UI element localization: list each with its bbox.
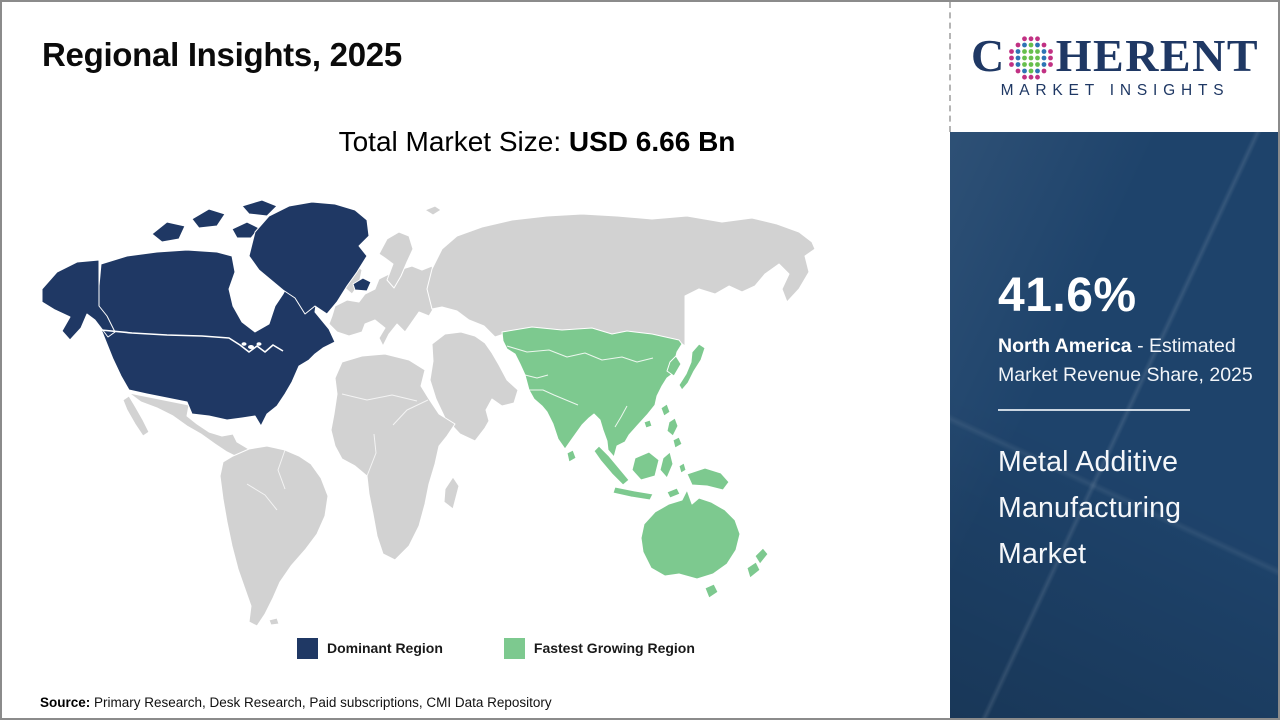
country-philippines-north [666, 417, 679, 437]
islands-moluccas [678, 462, 687, 474]
dominant-region-swatch [297, 638, 318, 659]
region-north-america [41, 199, 372, 427]
logo-letters-herent: HERENT [1055, 29, 1259, 81]
great-lakes [241, 342, 262, 349]
island-sumatra [593, 445, 630, 486]
dominant-region-label: Dominant Region [327, 640, 443, 656]
island-timor [666, 487, 681, 499]
stat-region-name: North America [998, 335, 1132, 357]
brand-logo: C HERENT MARKET INSIGHTS [950, 2, 1278, 130]
region-europe [328, 265, 436, 347]
island-hainan [643, 419, 653, 429]
stat-region-desc: - Estimated Market Revenue Share, 2025 [998, 335, 1253, 386]
legend-item-dominant: Dominant Region [297, 638, 443, 659]
country-taiwan [660, 403, 671, 417]
islands-svalbard [424, 205, 442, 216]
brand-tagline: MARKET INSIGHTS [1000, 81, 1230, 99]
island-sulawesi [659, 451, 674, 479]
logo-letter-c: C [971, 29, 1006, 81]
border-us-canada [100, 329, 284, 353]
arctic-island-4 [241, 199, 278, 217]
region-scandinavia [378, 231, 414, 289]
header-dashed-separator [949, 2, 951, 132]
dotted-globe-icon [1008, 35, 1053, 80]
fastest-growing-region-swatch [503, 638, 525, 659]
country-iceland [352, 277, 372, 292]
source-text: Primary Research, Desk Research, Paid su… [90, 695, 552, 710]
highlight-sidebar: 41.6% North America - Estimated Market R… [950, 132, 1278, 718]
sidebar-divider [998, 409, 1190, 411]
page-title: Regional Insights, 2025 [42, 36, 402, 73]
country-new-zealand-south [746, 561, 761, 579]
total-market-size-label: Total Market Size: [338, 126, 569, 157]
country-borders [100, 329, 654, 511]
island-tasmania [704, 583, 719, 599]
arctic-island-1 [151, 221, 186, 243]
state-alaska [41, 259, 116, 341]
market-name: Metal Additive Manufacturing Market [998, 446, 1182, 570]
region-middle-east [429, 331, 519, 442]
country-baja [122, 395, 150, 437]
islands-falkland [268, 617, 280, 626]
country-greenland [248, 201, 370, 315]
total-market-size: Total Market Size: USD 6.66 Bn [124, 126, 950, 158]
borders-asia [506, 345, 654, 428]
world-map [37, 194, 817, 627]
country-japan [678, 343, 706, 391]
country-sri-lanka [566, 449, 577, 463]
legend-item-fastest-growing: Fastest Growing Region [503, 638, 695, 659]
country-philippines-south [672, 436, 683, 449]
market-share-stat: 41.6% [998, 269, 1137, 322]
map-legend: Dominant Region Fastest Growing Region [297, 638, 695, 659]
country-madagascar [443, 476, 460, 510]
region-asia-mainland [501, 326, 683, 458]
market-share-description: North America - Estimated Market Revenue… [998, 332, 1254, 389]
fastest-growing-region-label: Fastest Growing Region [533, 640, 695, 656]
island-borneo [631, 451, 660, 481]
country-canada-usa [96, 249, 336, 427]
arctic-island-2 [191, 208, 226, 229]
brand-logo-wordmark: C HERENT [971, 29, 1259, 81]
island-java [612, 486, 654, 501]
island-new-guinea [686, 467, 730, 491]
country-australia [640, 489, 741, 580]
borders-africa-south-america [246, 393, 429, 511]
region-asia-pacific [501, 326, 769, 599]
continent-south-america [219, 445, 329, 627]
total-market-size-value: USD 6.66 Bn [568, 126, 736, 157]
source-label: Source: [40, 695, 91, 710]
country-new-zealand-north [754, 547, 769, 565]
world-map-svg [41, 199, 816, 627]
region-rest-of-world [122, 205, 816, 627]
country-korea [666, 355, 682, 377]
source-citation: Source: Primary Research, Desk Research,… [40, 695, 552, 710]
continent-africa [330, 353, 456, 561]
country-russia [426, 213, 816, 347]
